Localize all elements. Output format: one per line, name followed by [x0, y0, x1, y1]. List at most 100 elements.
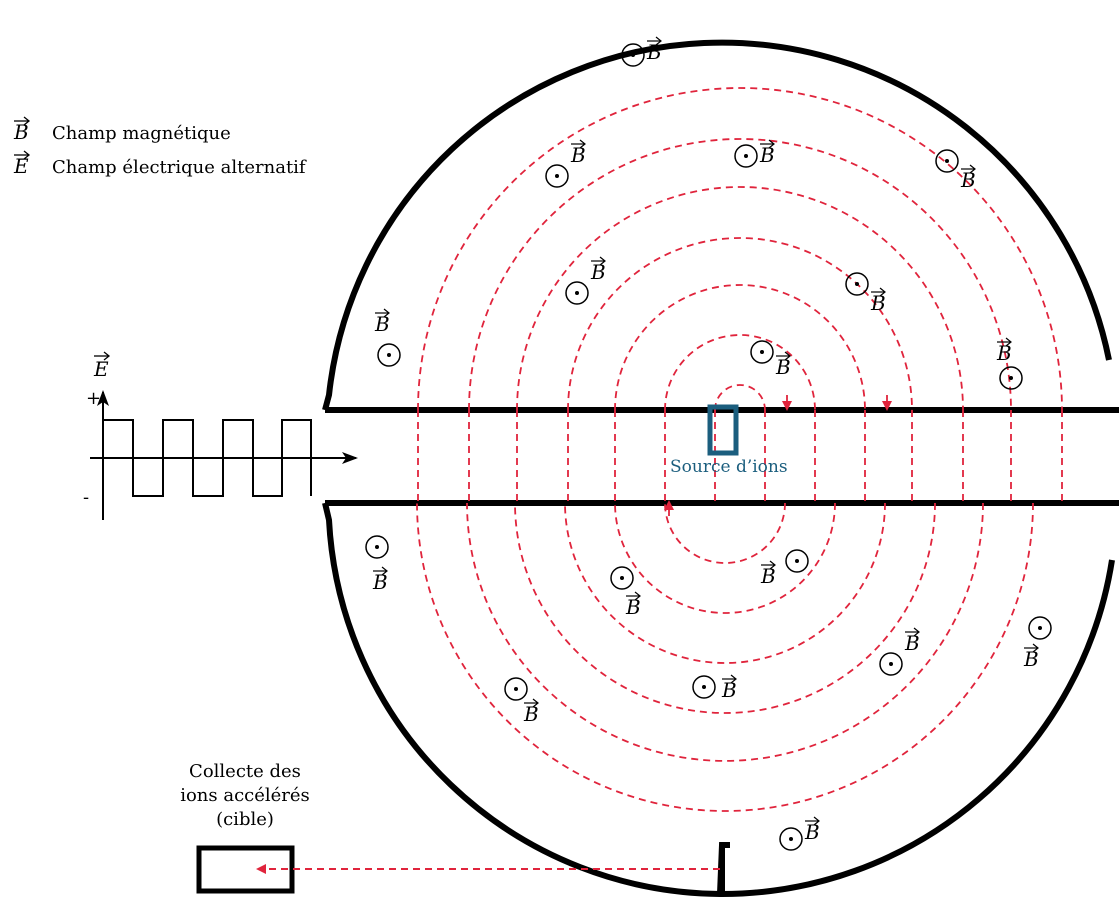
field-b-marker: B: [365, 535, 389, 594]
trajectory-lower-arc: [664, 502, 786, 564]
field-circle: [750, 340, 774, 364]
alternating-field-graph: E + -: [83, 351, 358, 520]
field-circle: [935, 149, 959, 173]
field-b-marker: B: [545, 139, 586, 188]
field-dot: [575, 291, 579, 295]
field-dot: [1038, 626, 1042, 630]
square-wave: [103, 419, 312, 497]
field-b-label: B: [775, 355, 791, 379]
field-vector-head: [879, 287, 886, 297]
trajectory-upper-arc: [567, 237, 913, 411]
field-b-label: B: [570, 143, 586, 167]
trajectory-lower-arc: [614, 502, 836, 614]
field-b-marker: B: [879, 627, 920, 676]
field-vector-head: [768, 139, 775, 149]
trajectory-upper-arc: [664, 334, 816, 411]
field-dot: [789, 837, 793, 841]
field-b-label: B: [996, 341, 1012, 365]
field-b-marker: B: [610, 566, 641, 619]
field-b-label: B: [625, 595, 641, 619]
target-label-line-1: Collecte des: [189, 761, 301, 782]
field-b-marker: B: [692, 674, 737, 702]
legend-e-symbol: E: [13, 154, 29, 178]
upper-dee: [322, 39, 1119, 413]
field-dot: [375, 545, 379, 549]
trajectory-upper-arc: [468, 138, 1012, 411]
legend-e-text: Champ électrique alternatif: [52, 157, 307, 178]
legend-b-text: Champ magnétique: [52, 123, 231, 144]
field-b-marker: B: [935, 149, 976, 192]
field-circle: [1028, 616, 1052, 640]
field-vector-head: [784, 351, 791, 361]
field-dot: [631, 53, 635, 57]
source-label: Source d’ions: [670, 457, 788, 477]
signal-axis-label: E: [93, 357, 109, 381]
target-box: [196, 845, 295, 894]
field-dot: [760, 350, 764, 354]
field-vector-head: [634, 591, 641, 601]
field-dot: [702, 685, 706, 689]
target-label-line-3: (cible): [216, 809, 274, 830]
field-vector-head: [730, 674, 737, 684]
field-dot: [620, 576, 624, 580]
field-b-label: B: [870, 291, 886, 315]
field-vector-head: [381, 566, 388, 576]
field-b-label: B: [372, 570, 388, 594]
magnetic-field-markers: B B B B B B B B B B B B B B B B B: [365, 36, 1052, 851]
field-dot: [889, 662, 893, 666]
field-circle: [565, 281, 589, 305]
field-circle: [879, 652, 903, 676]
field-vector-head: [813, 816, 820, 826]
field-circle: [779, 827, 803, 851]
field-circle: [504, 677, 528, 701]
field-circle: [610, 566, 634, 590]
target-label-line-2: ions accélérés: [180, 785, 310, 806]
trajectory-lower-arc: [466, 502, 984, 762]
trajectory-upper-arc: [417, 87, 1063, 411]
field-b-marker: B: [565, 256, 606, 305]
field-b-label: B: [646, 40, 662, 64]
field-dot: [744, 154, 748, 158]
trajectory-upper-arc: [714, 384, 766, 411]
field-circle: [545, 164, 569, 188]
field-vector-head: [969, 164, 976, 174]
field-b-marker: B: [845, 272, 886, 315]
field-b-marker: B: [1023, 616, 1052, 671]
trajectory-upper-arc: [516, 186, 964, 411]
dees: [322, 39, 1119, 898]
legend-e-vector: E: [13, 150, 31, 178]
field-vector-head: [769, 560, 776, 570]
field-b-label: B: [904, 631, 920, 655]
field-b-label: B: [374, 312, 390, 336]
legend-b-vector: B: [13, 116, 31, 144]
field-b-marker: B: [760, 549, 809, 588]
field-dot: [514, 687, 518, 691]
field-circle: [785, 549, 809, 573]
field-circle: [692, 675, 716, 699]
field-b-marker: B: [996, 337, 1023, 390]
field-circle: [621, 43, 645, 67]
field-dot: [1009, 376, 1013, 380]
field-circle: [377, 343, 401, 367]
trajectory-lower-arc: [564, 502, 886, 664]
field-b-marker: B: [374, 308, 401, 367]
signal-minus: -: [83, 487, 89, 508]
lower-dee: [322, 500, 1119, 898]
field-b-label: B: [1023, 647, 1039, 671]
field-vector-head: [532, 698, 539, 708]
ion-source: [707, 404, 739, 456]
field-b-label: B: [721, 678, 737, 702]
field-vector-head: [579, 139, 586, 149]
field-b-label: B: [590, 260, 606, 284]
field-dot: [945, 159, 949, 163]
field-vector-head: [599, 256, 606, 266]
field-b-marker: B: [750, 340, 791, 379]
field-b-label: B: [523, 702, 539, 726]
field-vector-head: [1005, 337, 1012, 347]
ion-trajectory: [416, 87, 1063, 812]
field-circle: [845, 272, 869, 296]
field-circle: [999, 366, 1023, 390]
trajectory-lower-arc: [514, 502, 936, 714]
field-vector-head: [913, 627, 920, 637]
legend-b-symbol: B: [13, 120, 29, 144]
